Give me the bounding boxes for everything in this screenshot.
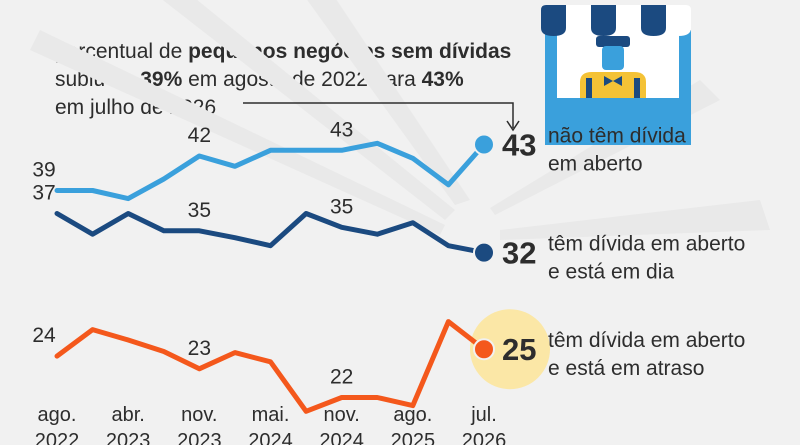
x-tick-year: 2026 xyxy=(462,430,507,445)
end-value-label-light: 43 xyxy=(502,128,536,163)
x-tick-month: mai. xyxy=(252,404,290,426)
end-point-light xyxy=(473,133,495,156)
x-tick-year: 2024 xyxy=(248,430,293,445)
x-tick-month: nov. xyxy=(324,404,360,426)
data-label-light: 42 xyxy=(188,124,211,147)
end-point-dark xyxy=(473,241,495,264)
series-name-line1-dark: têm dívida em aberto xyxy=(548,233,745,256)
shop-vendor-icon xyxy=(541,5,691,145)
series-orange: 25 têm dívida em aberto e está em atraso 24… xyxy=(32,319,745,414)
series-line-dark xyxy=(54,211,487,256)
series-name-line2-dark: e está em dia xyxy=(548,261,674,284)
data-label-orange: 24 xyxy=(32,324,56,347)
highlight-circle xyxy=(470,309,550,390)
series-line-orange xyxy=(54,319,487,414)
series-name-line1-orange: têm dívida em aberto xyxy=(548,329,745,352)
data-label-light: 43 xyxy=(330,118,353,141)
x-tick-year: 2024 xyxy=(319,430,364,445)
x-tick-month: nov. xyxy=(181,404,217,426)
data-label-dark: 37 xyxy=(32,182,55,205)
x-tick-month: ago. xyxy=(38,404,77,426)
x-tick-month: ago. xyxy=(393,404,432,426)
end-point-orange xyxy=(473,338,495,361)
x-tick-year: 2023 xyxy=(106,430,151,445)
x-tick-year: 2025 xyxy=(391,430,436,445)
headline-end-value: 43% xyxy=(421,68,464,91)
line-chart: 43 não têm dívida em aberto 39 42 43 32 têm dív… xyxy=(32,118,745,445)
series-name-line2-orange: e está em atraso xyxy=(548,357,704,380)
series-name-line2-light: em aberto xyxy=(548,153,643,176)
data-label-dark: 35 xyxy=(330,195,353,218)
x-tick-year: 2022 xyxy=(35,430,80,445)
data-label-orange: 22 xyxy=(330,366,353,389)
x-tick-month: abr. xyxy=(111,404,144,426)
series-light: 43 não têm dívida em aberto 39 42 43 xyxy=(32,118,686,202)
end-value-label-dark: 32 xyxy=(502,236,536,271)
data-label-dark: 35 xyxy=(188,199,211,222)
data-label-light: 39 xyxy=(32,159,55,182)
end-value-label-orange: 25 xyxy=(502,332,536,367)
series-dark: 32 têm dívida em aberto e está em dia 37 35 3… xyxy=(32,182,745,284)
x-tick-month: jul. xyxy=(470,404,497,426)
x-tick-year: 2023 xyxy=(177,430,222,445)
series-line-light xyxy=(54,140,487,202)
pointer-arrow xyxy=(243,102,520,132)
series-name-line1-light: não têm dívida xyxy=(548,125,686,148)
data-label-orange: 23 xyxy=(188,337,211,360)
headline-text: em agosto de 2022 para xyxy=(182,68,422,91)
